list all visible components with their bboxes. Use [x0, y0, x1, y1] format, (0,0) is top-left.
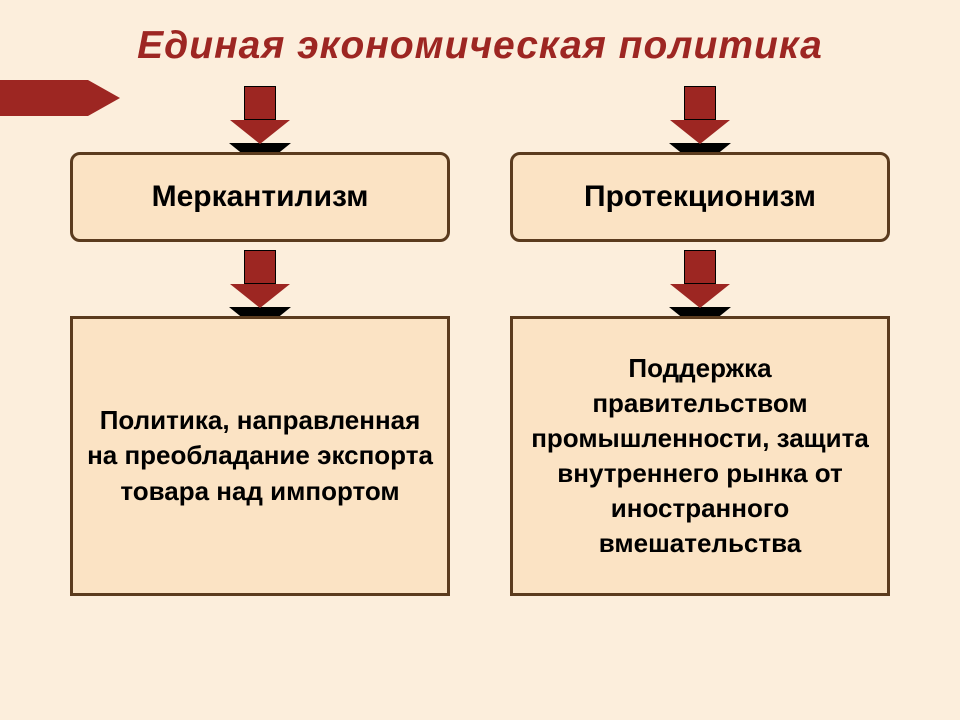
diagram-columns: Меркантилизм Политика, направленная на п…: [0, 78, 960, 596]
desc-box-protectionism: Поддержка правительством промышленности,…: [510, 316, 890, 596]
desc-box-mercantilism: Политика, направленная на преобладание э…: [70, 316, 450, 596]
arrow-down-icon: [670, 86, 730, 144]
arrow-stem: [244, 250, 276, 284]
arrow-stem: [684, 250, 716, 284]
accent-rect: [0, 80, 88, 116]
label-box-protectionism: Протекционизм: [510, 152, 890, 242]
arrow-head: [230, 284, 290, 308]
column-right: Протекционизм Поддержка правительством п…: [510, 78, 890, 596]
arrow-head: [670, 120, 730, 144]
label-box-mercantilism: Меркантилизм: [70, 152, 450, 242]
column-left: Меркантилизм Политика, направленная на п…: [70, 78, 450, 596]
arrow-stem: [684, 86, 716, 120]
accent-bar: [0, 80, 120, 116]
arrow-head: [230, 120, 290, 144]
arrow-stem: [244, 86, 276, 120]
arrow-head: [670, 284, 730, 308]
arrow-down-icon: [230, 250, 290, 308]
page-title: Единая экономическая политика: [0, 0, 960, 68]
accent-triangle: [88, 80, 120, 116]
arrow-down-icon: [670, 250, 730, 308]
arrow-down-icon: [230, 86, 290, 144]
